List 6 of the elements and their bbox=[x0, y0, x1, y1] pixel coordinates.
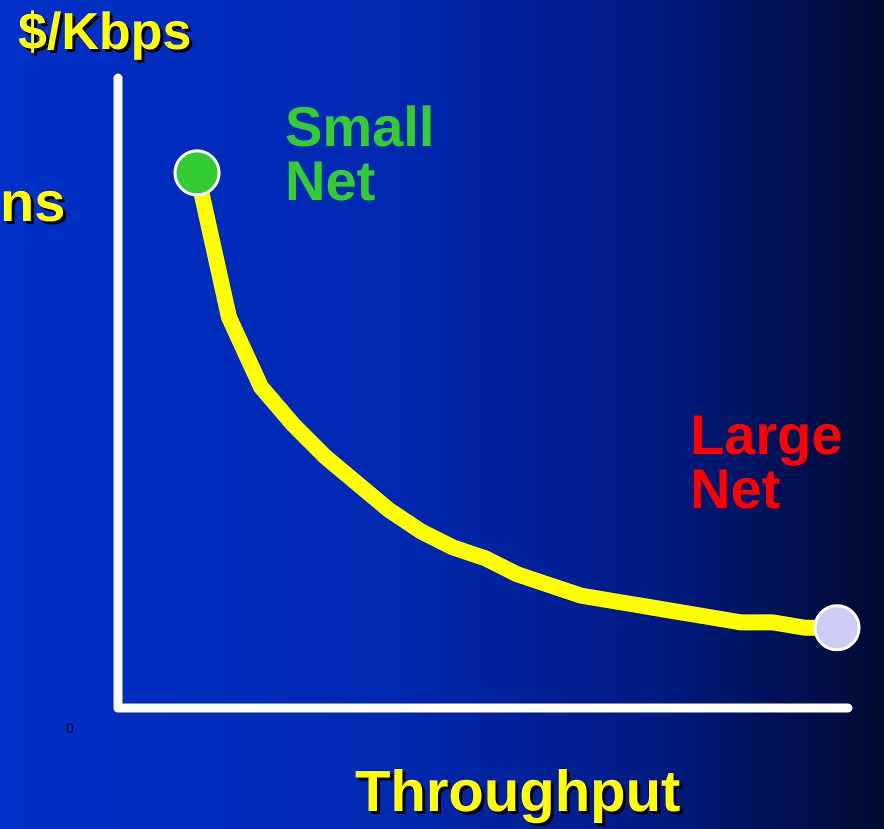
text: ns bbox=[0, 170, 66, 233]
text: 0 bbox=[66, 720, 75, 736]
y-axis-title: $/Kbps bbox=[18, 2, 192, 62]
annotation: Small Net bbox=[285, 95, 436, 212]
x-axis-title: Throughput bbox=[355, 758, 680, 825]
annotation: Large Net bbox=[690, 403, 844, 520]
